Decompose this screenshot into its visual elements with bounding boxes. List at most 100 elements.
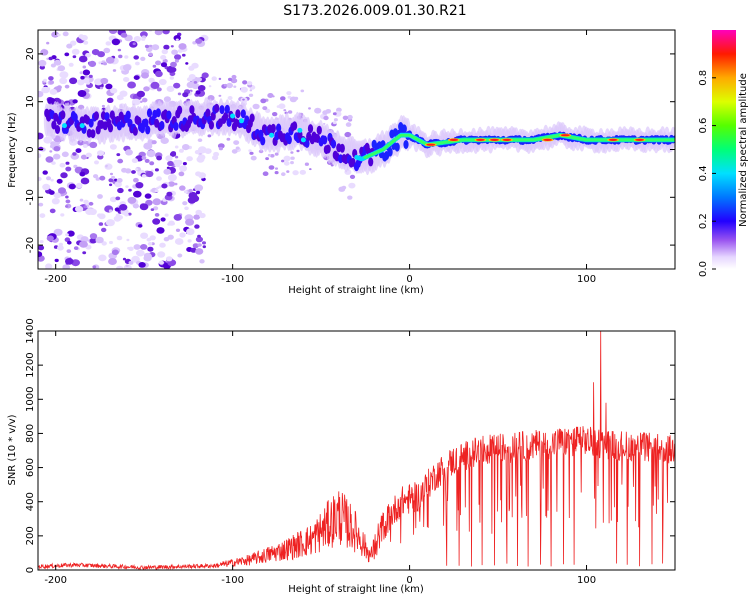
spectrogram-cell	[145, 125, 151, 135]
spectrogram-cell	[290, 161, 294, 165]
spectrogram-cell	[235, 109, 241, 119]
spectrogram-cell	[62, 123, 67, 129]
spectrogram-cell	[149, 161, 155, 166]
spectrogram-cell	[121, 167, 128, 173]
spectrogram-cell	[175, 155, 179, 159]
spectrogram-cell	[75, 205, 84, 213]
spectrogram-cell	[177, 92, 182, 96]
spectrogram-cell	[141, 97, 148, 103]
spectrogram-cell	[38, 176, 42, 182]
spectrogram-cell	[133, 75, 140, 80]
snr-x-tick-label: 0	[406, 575, 412, 586]
spectrogram-hotspot	[608, 138, 618, 141]
spectrogram-cell	[77, 139, 85, 146]
spectrogram-cell	[157, 251, 166, 258]
snr-x-label: Height of straight line (km)	[288, 584, 424, 595]
spectrogram-cell	[82, 69, 91, 76]
spectrogram-cell	[281, 172, 286, 177]
spectrogram-cell	[80, 177, 90, 185]
spectrogram-cell	[173, 82, 181, 89]
spectrogram-cell	[278, 103, 286, 109]
spectrogram-cell	[151, 140, 157, 145]
spectrogram-cell	[155, 108, 161, 118]
spectrogram-cell	[267, 93, 274, 98]
spectrogram-cell	[339, 143, 345, 153]
spectrogram-cell	[187, 77, 193, 82]
spectrogram-cell	[163, 168, 171, 175]
spectrogram-cell	[82, 251, 87, 255]
spectrogram-cell	[127, 81, 136, 89]
spectrogram-cell	[116, 178, 123, 183]
spectrogram-cell	[64, 84, 70, 89]
spectrogram-heatmap	[38, 30, 675, 269]
spectrogram-cell	[79, 123, 85, 129]
snr-y-tick-label: 0	[25, 567, 36, 573]
spectrogram-cell	[60, 213, 65, 217]
spectrogram-cell	[167, 160, 174, 167]
spectrogram-cell	[160, 217, 166, 222]
spectrogram-cell	[70, 40, 77, 46]
spectrogram-cell	[178, 43, 187, 50]
spectrogram-cell	[107, 165, 111, 169]
spectrogram-cell	[65, 195, 69, 199]
spectrogram-cell	[218, 146, 223, 151]
spectrogram-cell	[58, 187, 66, 194]
spectrogram-cell	[118, 54, 123, 59]
spectrogram-cell	[292, 121, 298, 131]
spectrogram-cell	[173, 121, 179, 131]
spectrogram-cell	[77, 90, 87, 97]
spectrogram-cell	[108, 30, 118, 34]
spectrogram-cell	[89, 237, 97, 244]
spectrogram-cell	[227, 96, 233, 100]
spectrogram-cell	[71, 48, 80, 55]
spectrogram-cell	[309, 168, 312, 171]
spectrogram-cell	[190, 195, 200, 203]
snr-frame	[37, 330, 676, 571]
spectrogram-cell	[38, 146, 44, 151]
spectrogram-cell	[53, 192, 61, 199]
spectrogram-cell	[83, 199, 89, 205]
spectrogram-cell	[152, 218, 161, 225]
spectrogram-x-tick-label: 100	[577, 274, 596, 285]
spectrogram-hotspot	[502, 138, 512, 141]
spectrogram-cell	[196, 77, 202, 82]
spectrogram-cell	[140, 31, 148, 38]
spectrogram-cell	[276, 123, 282, 133]
spectrogram-cell	[147, 242, 153, 246]
spectrogram-cell	[403, 140, 409, 149]
spectrogram-hotspot	[635, 138, 645, 141]
spectrogram-cell	[143, 118, 149, 128]
spectrogram-cell	[114, 178, 118, 182]
spectrogram-cell	[133, 36, 142, 42]
spectrogram-cell	[131, 158, 138, 164]
spectrogram-y-tick-label: 10	[25, 95, 36, 108]
spectrogram-cell	[49, 144, 55, 149]
spectrogram-cell	[165, 155, 173, 162]
spectrogram-cell	[286, 135, 292, 145]
spectrogram-cell	[38, 59, 47, 67]
spectrogram-cell	[56, 137, 60, 141]
spectrogram-cell	[128, 260, 134, 265]
spectrogram-cell	[43, 78, 47, 82]
spectrogram-cell	[143, 252, 152, 259]
spectrogram-cell	[117, 187, 124, 194]
spectrogram-cell	[204, 148, 212, 155]
spectrogram-cell	[195, 209, 202, 216]
spectrogram-cell	[114, 181, 122, 188]
spectrogram-cell	[53, 228, 63, 236]
spectrogram-cell	[260, 98, 267, 104]
spectrogram-cell	[228, 77, 233, 82]
spectrogram-cell	[242, 80, 248, 85]
spectrogram-cell	[69, 77, 78, 85]
spectrogram-cell	[73, 164, 78, 169]
spectrogram-cell	[146, 150, 156, 158]
spectrogram-cell	[60, 172, 68, 179]
spectrogram-cell	[159, 120, 165, 130]
spectrogram-cell	[151, 44, 160, 51]
spectrogram-cell	[175, 228, 181, 232]
spectrogram-cell	[394, 142, 400, 152]
spectrogram-cell	[123, 77, 130, 82]
spectrogram-cell	[132, 126, 138, 136]
spectrogram-cell	[125, 149, 133, 156]
spectrogram-y-tick-label: 0	[25, 146, 36, 152]
